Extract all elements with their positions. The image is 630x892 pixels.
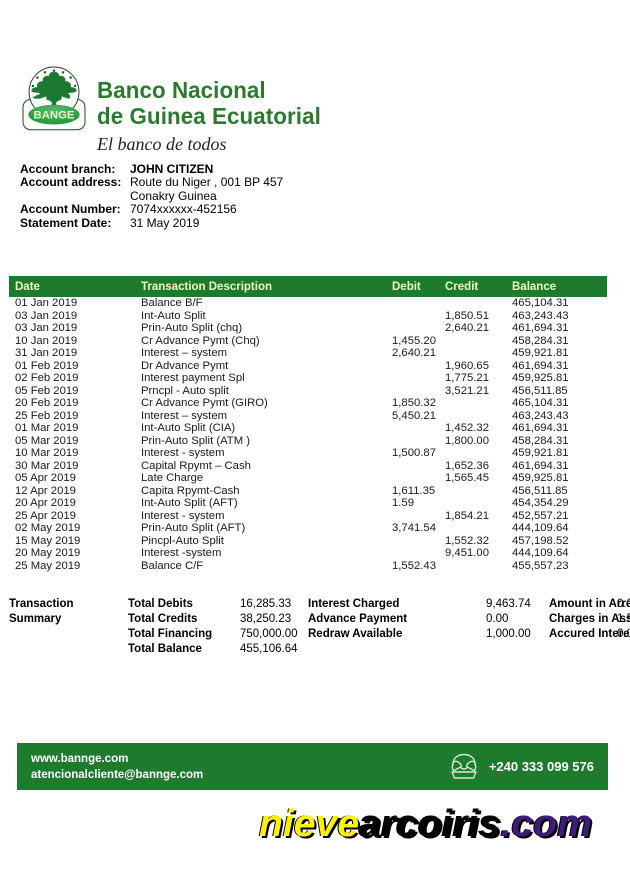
svg-text:BANGE: BANGE — [34, 109, 75, 121]
